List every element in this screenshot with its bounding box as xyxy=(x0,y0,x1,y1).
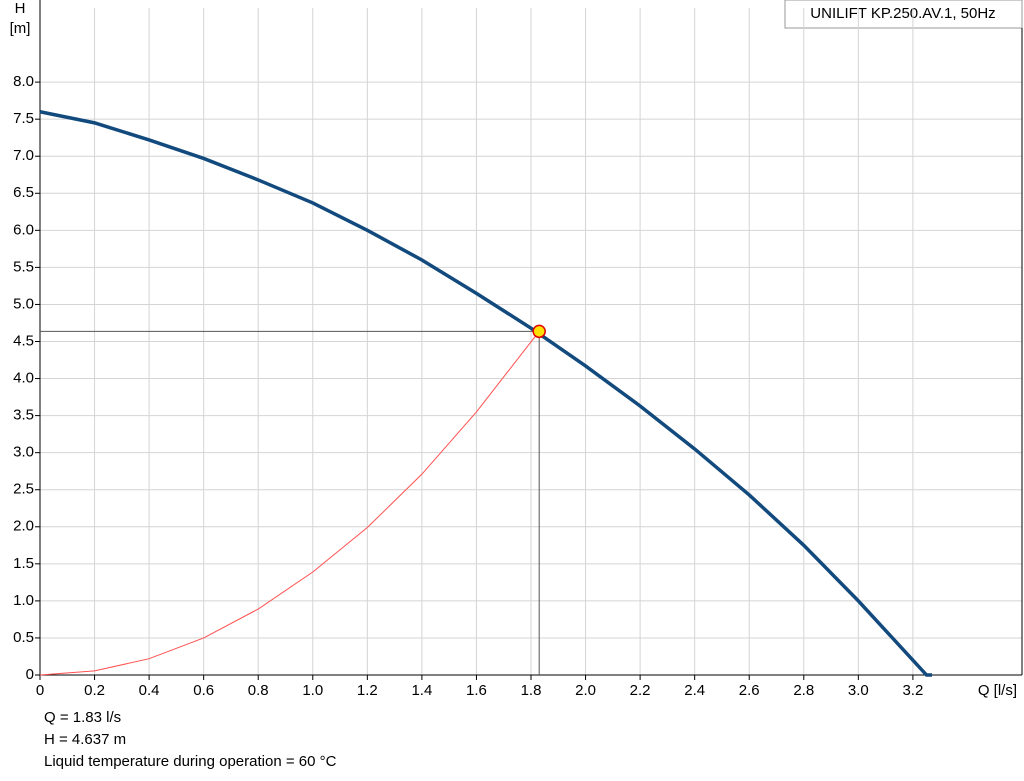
y-tick-label: 0 xyxy=(26,666,34,683)
x-tick-label: 1.4 xyxy=(411,682,432,699)
x-axis-label: Q [l/s] xyxy=(978,682,1017,699)
y-tick-label: 3.5 xyxy=(13,407,34,424)
y-tick-label: 2.5 xyxy=(13,481,34,498)
info-line: H = 4.637 m xyxy=(44,731,126,748)
y-tick-label: 3.0 xyxy=(13,444,34,461)
y-tick-label: 5.0 xyxy=(13,295,34,312)
y-tick-label: 7.0 xyxy=(13,147,34,164)
x-tick-label: 0.6 xyxy=(193,682,214,699)
x-tick-label: 2.4 xyxy=(684,682,705,699)
y-tick-label: 5.5 xyxy=(13,258,34,275)
y-axis-label: [m] xyxy=(10,20,31,37)
y-tick-label: 1.0 xyxy=(13,592,34,609)
x-tick-label: 2.2 xyxy=(630,682,651,699)
y-tick-label: 7.5 xyxy=(13,110,34,127)
x-tick-label: 2.8 xyxy=(793,682,814,699)
x-tick-label: 2.6 xyxy=(739,682,760,699)
chart-title: UNILIFT KP.250.AV.1, 50Hz xyxy=(810,5,995,22)
duty-point xyxy=(532,324,546,339)
x-tick-label: 0.4 xyxy=(139,682,160,699)
x-tick-label: 1.8 xyxy=(521,682,542,699)
y-tick-label: 4.0 xyxy=(13,370,34,387)
x-tick-label: 1.0 xyxy=(302,682,323,699)
title-box xyxy=(784,0,1023,29)
info-line: Liquid temperature during operation = 60… xyxy=(44,753,337,770)
info-line: Q = 1.83 l/s xyxy=(44,709,121,726)
x-tick-label: 0.8 xyxy=(248,682,269,699)
x-tick-label: 0.2 xyxy=(84,682,105,699)
y-tick-label: 8.0 xyxy=(13,73,34,90)
x-tick-label: 1.2 xyxy=(357,682,378,699)
y-tick-label: 6.5 xyxy=(13,184,34,201)
x-tick-label: 3.2 xyxy=(902,682,923,699)
x-tick-label: 0 xyxy=(36,682,44,699)
y-tick-label: 2.0 xyxy=(13,518,34,535)
y-tick-label: 1.5 xyxy=(13,555,34,572)
x-tick-label: 2.0 xyxy=(575,682,596,699)
curve xyxy=(39,110,932,677)
y-tick-label: 4.5 xyxy=(13,332,34,349)
y-tick-label: 6.0 xyxy=(13,221,34,238)
x-tick-label: 3.0 xyxy=(848,682,869,699)
x-tick-label: 1.6 xyxy=(466,682,487,699)
curve xyxy=(39,331,540,676)
y-tick-label: 0.5 xyxy=(13,629,34,646)
y-axis-label: H xyxy=(15,0,26,17)
